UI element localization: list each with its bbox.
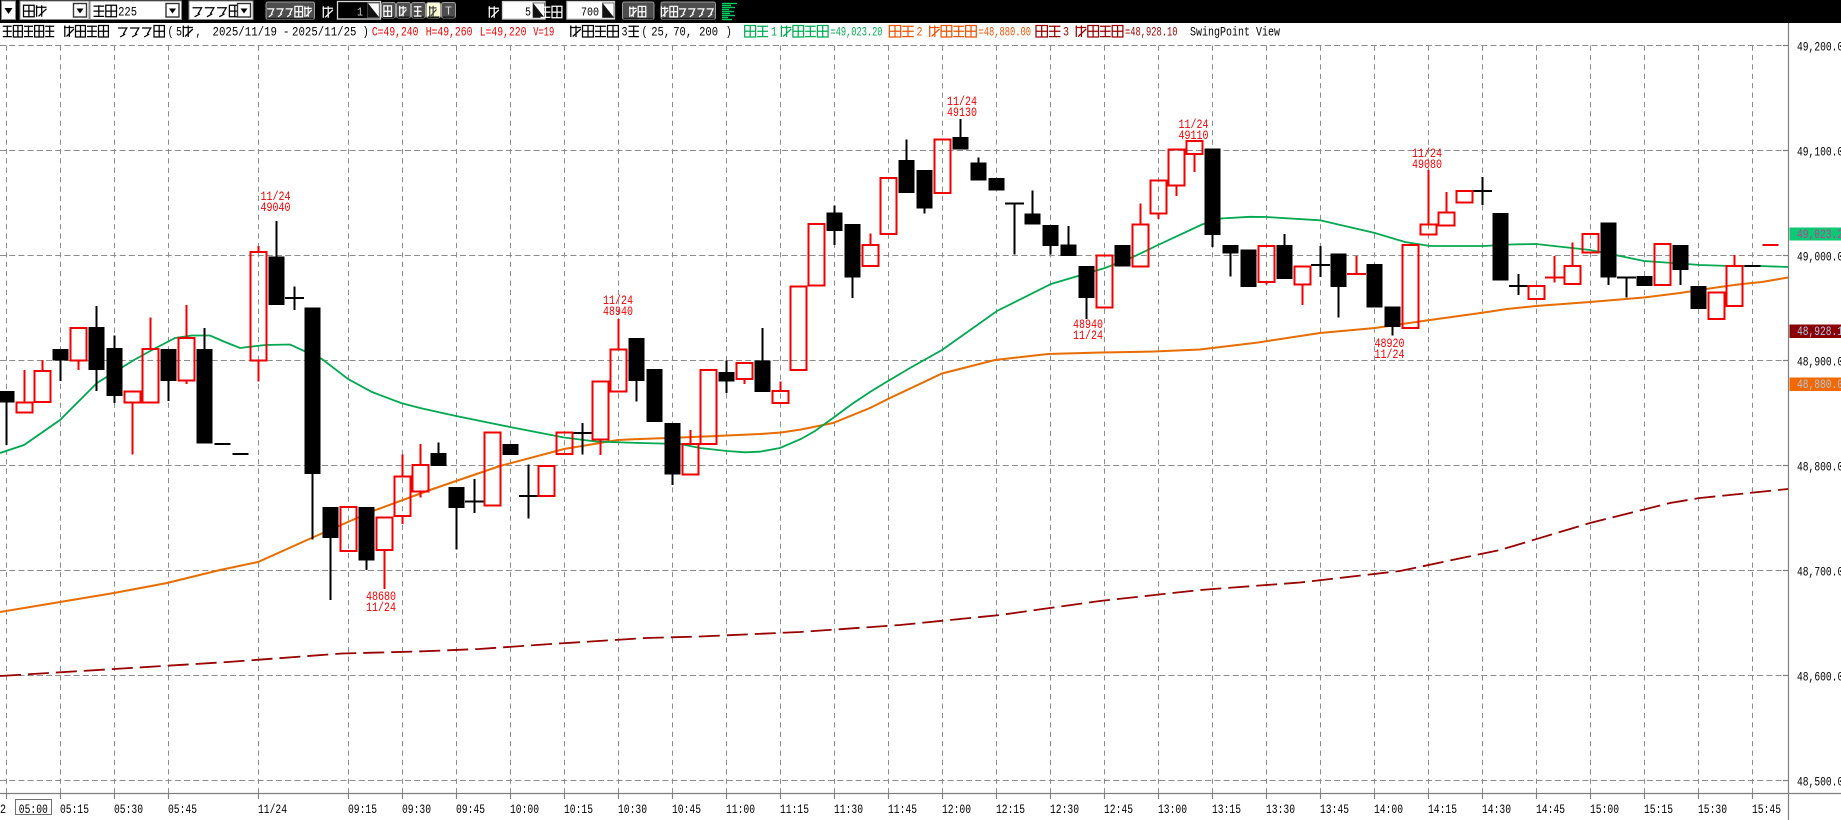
svg-text:11/24: 11/24 xyxy=(947,94,977,109)
svg-text:12:15: 12:15 xyxy=(996,802,1025,817)
svg-text:2025/11/19: 2025/11/19 xyxy=(213,25,278,40)
svg-text:14:00: 14:00 xyxy=(1374,802,1403,817)
svg-text:2: 2 xyxy=(0,802,6,817)
svg-text:14:15: 14:15 xyxy=(1428,802,1457,817)
svg-text:11/24: 11/24 xyxy=(1375,347,1405,362)
svg-text:3: 3 xyxy=(1063,25,1069,40)
svg-text:10:45: 10:45 xyxy=(672,802,701,817)
svg-text:15:45: 15:45 xyxy=(1752,802,1781,817)
svg-text:49,200.00: 49,200.00 xyxy=(1797,40,1841,55)
svg-text:49110: 49110 xyxy=(1179,128,1209,143)
svg-text:11:00: 11:00 xyxy=(726,802,755,817)
svg-text:11/24: 11/24 xyxy=(1073,328,1103,343)
svg-text:2025/11/25: 2025/11/25 xyxy=(292,25,357,40)
svg-text:15:30: 15:30 xyxy=(1698,802,1727,817)
svg-text:48940: 48940 xyxy=(1073,317,1103,332)
svg-text:05:30: 05:30 xyxy=(114,802,143,817)
svg-text:11:45: 11:45 xyxy=(888,802,917,817)
svg-text:(: ( xyxy=(642,25,648,40)
svg-text:11/24: 11/24 xyxy=(1412,146,1442,161)
svg-text:C=49,240: C=49,240 xyxy=(372,25,419,40)
svg-text:V=19: V=19 xyxy=(533,25,554,40)
svg-text:12:45: 12:45 xyxy=(1104,802,1133,817)
svg-text:): ) xyxy=(363,25,369,40)
svg-text:(: ( xyxy=(168,25,174,40)
svg-text:1: 1 xyxy=(771,25,777,40)
svg-text:05:15: 05:15 xyxy=(60,802,89,817)
svg-text:SwingPoint: SwingPoint xyxy=(1190,25,1250,40)
svg-text:11:30: 11:30 xyxy=(834,802,863,817)
svg-text:48,800.00: 48,800.00 xyxy=(1797,460,1841,475)
svg-text:=48,928.10: =48,928.10 xyxy=(1125,25,1178,40)
svg-text:25,: 25, xyxy=(651,25,670,40)
svg-text:49,000.00: 49,000.00 xyxy=(1797,250,1841,265)
svg-text:48,600.00: 48,600.00 xyxy=(1797,670,1841,685)
svg-text:48,500.00: 48,500.00 xyxy=(1797,775,1841,790)
svg-text:12:00: 12:00 xyxy=(942,802,971,817)
svg-text:): ) xyxy=(726,25,732,40)
svg-text:49080: 49080 xyxy=(1412,157,1442,172)
svg-text:10:15: 10:15 xyxy=(564,802,593,817)
svg-text:5: 5 xyxy=(176,25,182,40)
svg-text:2: 2 xyxy=(917,25,923,40)
svg-text:09:30: 09:30 xyxy=(402,802,431,817)
svg-text:13:45: 13:45 xyxy=(1320,802,1349,817)
svg-text:14:30: 14:30 xyxy=(1482,802,1511,817)
svg-text:14:45: 14:45 xyxy=(1536,802,1565,817)
svg-text:09:15: 09:15 xyxy=(348,802,377,817)
svg-text:05:45: 05:45 xyxy=(168,802,197,817)
svg-text:48940: 48940 xyxy=(603,304,633,319)
svg-text:12:30: 12:30 xyxy=(1050,802,1079,817)
svg-text:11:15: 11:15 xyxy=(780,802,809,817)
svg-text:49,100.00: 49,100.00 xyxy=(1797,145,1841,160)
svg-text:700: 700 xyxy=(581,6,599,20)
svg-text:48680: 48680 xyxy=(366,589,396,604)
svg-text:11/24: 11/24 xyxy=(366,600,396,615)
svg-text:13:00: 13:00 xyxy=(1158,802,1187,817)
svg-text:05:00: 05:00 xyxy=(19,802,48,817)
svg-text:3: 3 xyxy=(622,25,628,40)
svg-text:48,880.0: 48,880.0 xyxy=(1797,377,1841,392)
svg-text:10:00: 10:00 xyxy=(510,802,539,817)
svg-text:5: 5 xyxy=(525,6,531,20)
svg-text:-: - xyxy=(283,25,289,40)
svg-text:48,928.1: 48,928.1 xyxy=(1797,324,1841,339)
svg-text:70,: 70, xyxy=(673,25,692,40)
svg-text:,: , xyxy=(196,25,202,40)
svg-text:11/24: 11/24 xyxy=(1179,117,1209,132)
svg-text:1: 1 xyxy=(357,6,363,20)
svg-text:49130: 49130 xyxy=(947,105,977,120)
svg-text:48,700.00: 48,700.00 xyxy=(1797,565,1841,580)
svg-text:15:00: 15:00 xyxy=(1590,802,1619,817)
svg-text:48920: 48920 xyxy=(1375,336,1405,351)
svg-text:L=49,220: L=49,220 xyxy=(480,25,527,40)
svg-text:11/24: 11/24 xyxy=(261,189,291,204)
svg-text:10:30: 10:30 xyxy=(618,802,647,817)
svg-text:=49,023.20: =49,023.20 xyxy=(831,25,883,40)
svg-text:15:15: 15:15 xyxy=(1644,802,1673,817)
svg-text:49040: 49040 xyxy=(261,200,291,215)
svg-text:11/24: 11/24 xyxy=(258,802,287,817)
svg-text:13:15: 13:15 xyxy=(1212,802,1241,817)
svg-text:225: 225 xyxy=(118,4,137,19)
svg-text:H=49,260: H=49,260 xyxy=(426,25,473,40)
svg-text:View: View xyxy=(1256,25,1280,40)
svg-text:49,023.2: 49,023.2 xyxy=(1797,227,1841,242)
svg-text:11/24: 11/24 xyxy=(603,293,633,308)
svg-text:48,900.00: 48,900.00 xyxy=(1797,355,1841,370)
svg-text:T: T xyxy=(445,4,452,18)
svg-text:13:30: 13:30 xyxy=(1266,802,1295,817)
svg-text:=48,880.00: =48,880.00 xyxy=(979,25,1032,40)
svg-text:200: 200 xyxy=(699,25,718,40)
svg-text:09:45: 09:45 xyxy=(456,802,485,817)
